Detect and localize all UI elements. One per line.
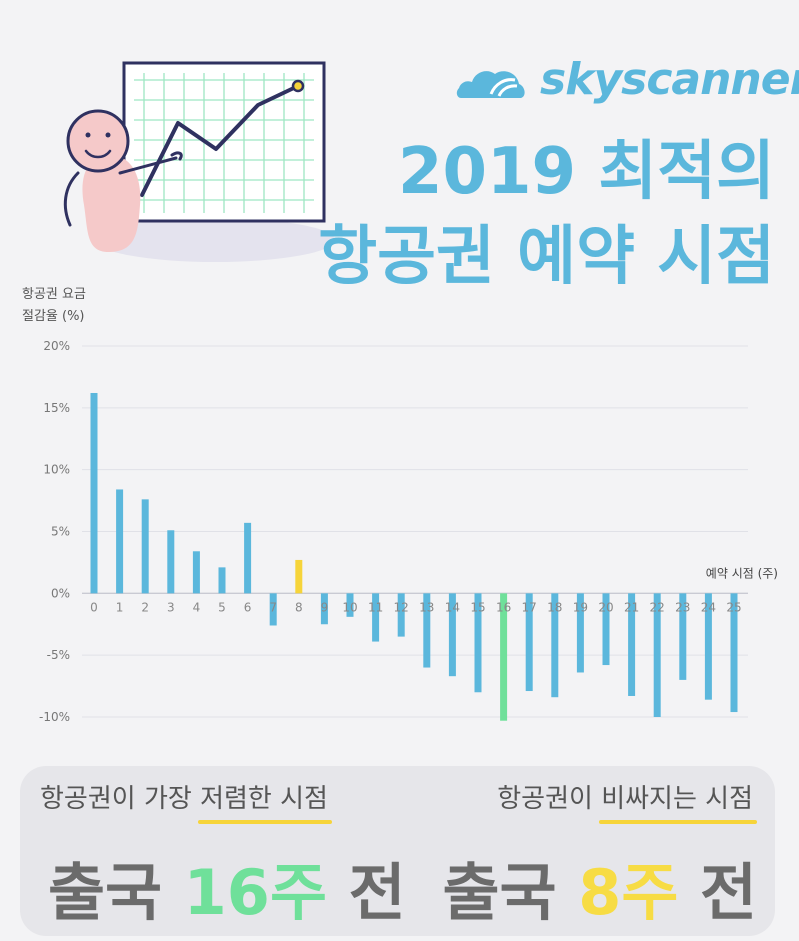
bar-week-15	[474, 593, 482, 693]
x-tick-label: 20	[598, 600, 613, 614]
bar-week-23	[679, 593, 687, 680]
x-tick-label: 11	[368, 600, 383, 614]
x-tick-label: 24	[701, 600, 716, 614]
bar-week-11	[372, 593, 380, 642]
pricier-big-suffix: 전	[678, 856, 757, 929]
x-tick-label: 23	[675, 600, 690, 614]
pricier-caption-highlight: 비싸지는 시점	[601, 784, 753, 814]
bar-week-21	[628, 593, 636, 696]
bar-week-4	[192, 551, 200, 594]
pricier-big-prefix: 출국	[442, 856, 579, 929]
cheapest-big-number: 16주	[183, 856, 327, 929]
page-title-line2: 항공권 예약 시점	[318, 220, 775, 294]
y-tick-label: 0%	[51, 586, 70, 600]
bar-week-18	[551, 593, 559, 698]
bar-week-19	[576, 593, 584, 673]
bar-week-7	[269, 593, 277, 626]
x-tick-label: 5	[218, 600, 226, 614]
pricier-caption-prefix: 항공권이	[497, 784, 602, 814]
x-tick-label: 17	[522, 600, 537, 614]
bar-week-2	[141, 499, 149, 594]
x-tick-label: 21	[624, 600, 639, 614]
bar-week-25	[730, 593, 738, 713]
x-tick-label: 4	[193, 600, 201, 614]
y-axis-label-line1: 항공권 요금	[22, 287, 86, 302]
y-tick-label: -5%	[47, 648, 70, 662]
x-tick-label: 1	[116, 600, 124, 614]
y-tick-label: 10%	[43, 463, 70, 477]
cheapest-weeks-value: 출국 16주 전	[48, 842, 406, 932]
bar-week-9	[320, 593, 328, 625]
x-tick-label: 9	[321, 600, 329, 614]
x-tick-label: 14	[445, 600, 460, 614]
x-tick-label: 7	[269, 600, 277, 614]
x-tick-label: 25	[726, 600, 741, 614]
bar-week-22	[653, 593, 661, 717]
bar-week-16	[500, 593, 508, 721]
page-title-line1: 2019 최적의	[397, 135, 775, 209]
y-tick-label: 5%	[51, 525, 70, 539]
x-tick-label: 16	[496, 600, 511, 614]
x-tick-label: 0	[90, 600, 98, 614]
savings-bar-chart: 20%15%10%5%0%-5%-10%0 1 2 3 4 5 6 7 8 9 10 11 12 13 14…	[39, 339, 778, 724]
cheapest-caption-prefix: 항공권이 가장	[40, 784, 201, 814]
skyscanner-logo	[456, 71, 525, 98]
bar-week-10	[346, 593, 354, 617]
y-tick-label: 20%	[43, 339, 70, 353]
skyscanner-cloud-icon	[456, 71, 525, 98]
brand-name: skyscanner	[540, 54, 799, 105]
x-tick-label: 3	[167, 600, 175, 614]
bar-week-3	[167, 530, 175, 594]
cheapest-big-suffix: 전	[327, 856, 406, 929]
x-tick-label: 6	[244, 600, 252, 614]
pricier-weeks-value: 출국 8주 전	[443, 842, 757, 932]
x-tick-label: 15	[470, 600, 485, 614]
y-axis-label-line2: 절감율 (%)	[22, 309, 85, 324]
pricier-big-number: 8주	[578, 856, 679, 929]
y-tick-label: -10%	[39, 710, 70, 724]
x-tick-label: 2	[141, 600, 149, 614]
bar-week-17	[525, 593, 533, 692]
x-tick-label: 22	[650, 600, 665, 614]
bar-week-1	[116, 489, 124, 594]
x-tick-label: 13	[419, 600, 434, 614]
bar-week-0	[90, 392, 98, 594]
bar-week-20	[602, 593, 610, 666]
cheapest-big-prefix: 출국	[48, 856, 184, 929]
y-tick-label: 15%	[43, 401, 70, 415]
bar-week-5	[218, 567, 226, 594]
x-tick-label: 18	[547, 600, 562, 614]
x-tick-label: 19	[573, 600, 588, 614]
cheapest-time-caption: 항공권이 가장 저렴한 시점	[40, 778, 328, 815]
presenter-with-rising-chart-icon	[63, 61, 335, 262]
bar-week-8	[295, 559, 303, 594]
bar-week-13	[423, 593, 431, 668]
bar-week-6	[244, 522, 252, 594]
x-tick-label: 8	[295, 600, 303, 614]
cheapest-caption-highlight: 저렴한 시점	[200, 784, 328, 814]
presenter-illustration	[63, 61, 335, 262]
x-tick-label: 12	[394, 600, 409, 614]
bar-week-14	[448, 593, 456, 677]
bar-week-12	[397, 593, 405, 637]
x-tick-label: 10	[342, 600, 357, 614]
pricier-time-caption: 항공권이 비싸지는 시점	[497, 778, 753, 815]
y-axis-label: 항공권 요금 절감율 (%)	[22, 284, 86, 328]
x-axis-label: 예약 시점 (주)	[706, 565, 778, 580]
bar-week-24	[704, 593, 712, 700]
